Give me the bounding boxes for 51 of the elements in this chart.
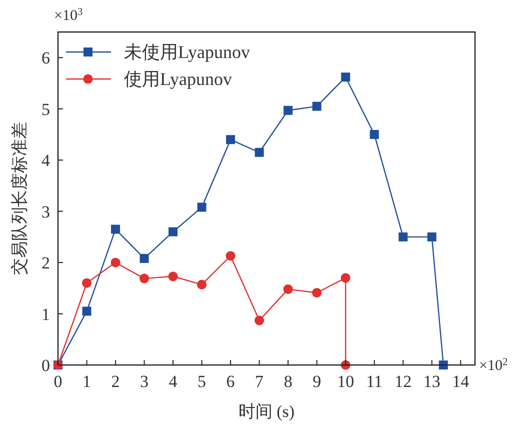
point: [427, 232, 436, 242]
point: [168, 272, 178, 282]
text: ×10$^{2}$: [479, 356, 508, 374]
point: [283, 284, 293, 294]
x-tick-label: 8: [284, 372, 292, 391]
x-tick-label: 7: [255, 372, 264, 391]
point: [197, 202, 206, 212]
x-tick-label: 0: [54, 372, 62, 391]
y-axis-title: 交易队列长度标准差: [10, 122, 29, 275]
x-tick-label: 1: [82, 372, 92, 391]
point: [312, 102, 322, 111]
point: [340, 273, 350, 283]
legend-label: 使用Lyapunov: [124, 69, 232, 89]
point: [82, 278, 92, 288]
x-tick-label: 3: [140, 372, 149, 391]
x-tick-label: 9: [312, 372, 322, 391]
point: [398, 232, 408, 242]
x-tick-label: 6: [226, 372, 235, 391]
point: [111, 224, 120, 234]
x-tick-label: 12: [394, 372, 412, 391]
text: ×10$^{3}$: [54, 6, 83, 24]
point: [284, 106, 293, 115]
point: [168, 227, 178, 236]
x-tick-label: 10: [337, 372, 354, 391]
point: [341, 72, 350, 82]
point: [312, 288, 322, 298]
x-tick-label: 5: [198, 372, 206, 391]
point: [370, 130, 379, 139]
x-axis-title: 时间 (s): [238, 402, 295, 421]
point: [140, 254, 149, 263]
x-tick-label: 14: [452, 372, 470, 391]
x-tick-label: 11: [366, 372, 383, 391]
y-tick-label: 5: [42, 100, 50, 119]
y-tick-label: 6: [42, 48, 50, 68]
point: [226, 135, 236, 144]
legend-label: 未使用Lyapunov: [124, 42, 250, 62]
point: [82, 306, 92, 316]
x-tick-label: 4: [168, 372, 178, 391]
point: [196, 280, 207, 290]
point: [254, 316, 264, 326]
point: [139, 274, 150, 284]
y-tick-label: 3: [42, 202, 50, 222]
x-tick-label: 2: [111, 372, 120, 391]
y-tick-label: 1: [42, 304, 50, 324]
y-tick-label: 2: [42, 254, 50, 273]
x-tick-label: 13: [423, 372, 440, 391]
point: [110, 258, 120, 268]
y-tick-label: 0: [42, 356, 50, 375]
y-tick-label: 4: [42, 151, 50, 170]
point: [226, 251, 236, 261]
point: [254, 148, 264, 157]
